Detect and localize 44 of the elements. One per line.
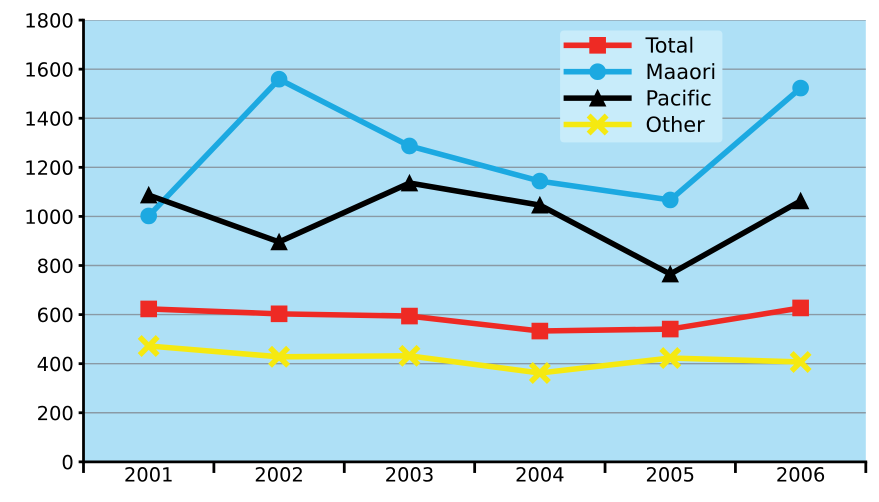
y-tick-label: 1000 [26,209,72,224]
x-tick-label: 2002 [256,467,302,482]
point [270,234,288,250]
y-tick-label: 600 [38,308,72,322]
point [140,208,158,224]
point [401,308,418,324]
y-tick-label: 0 [62,454,72,470]
point [658,346,682,370]
y-tick-label: 1200 [26,160,72,175]
point [140,300,158,318]
point [136,334,161,358]
point [662,192,679,208]
point [792,192,809,210]
y-tick-label: 200 [38,406,72,420]
y-tick-label: 1800 [26,13,72,28]
point [792,80,809,96]
y-tick-label: 800 [38,258,72,274]
point [792,300,809,316]
x-tick-label: 2004 [516,467,564,482]
legend-label: Pacific [648,90,710,106]
point [528,361,552,385]
y-tick-label: 400 [38,356,72,372]
point [270,306,288,322]
y-tick-label: 1400 [26,111,72,126]
legend-label: Other [646,116,705,132]
point [401,138,418,154]
point [140,186,158,204]
x-tick-label: 2003 [386,467,433,482]
point [662,320,679,338]
point [270,70,288,88]
point [398,344,422,368]
point [267,344,291,369]
point [532,172,548,190]
x-tick-label: 2005 [646,467,694,482]
x-tick-label: 2006 [777,467,824,482]
y-tick-label: 1600 [26,62,72,77]
point [662,266,679,282]
point [532,322,548,340]
point [401,174,418,192]
point [532,196,548,214]
legend-label: Maaori [648,63,714,80]
point [788,350,812,374]
legend-label: Total [645,36,692,53]
x-tick-label: 2001 [125,467,172,482]
